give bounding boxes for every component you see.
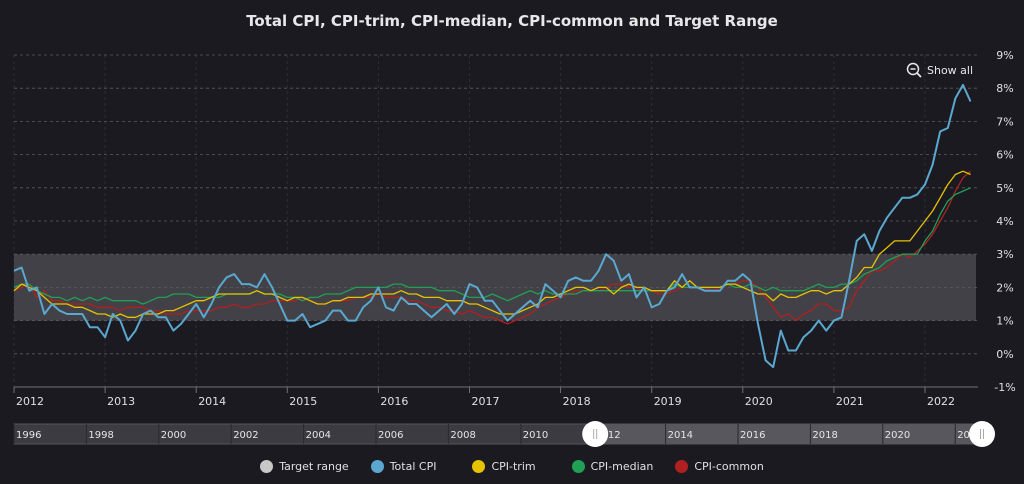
- y-tick-label: 1%: [996, 315, 1013, 328]
- y-tick-label: -1%: [994, 381, 1015, 394]
- legend-item-target-range[interactable]: Target range: [260, 460, 349, 473]
- series-line-cpi-trim: [13, 170, 971, 318]
- navigator-tick-label: 2014: [668, 430, 693, 441]
- legend-marker: [675, 460, 689, 473]
- x-tick-label: 2018: [563, 395, 591, 408]
- y-tick-label: 8%: [996, 82, 1013, 95]
- navigator-tick-label: 2010: [523, 430, 548, 441]
- legend-marker: [260, 460, 274, 473]
- navigator-right-handle[interactable]: [969, 421, 995, 447]
- y-tick-label: 2%: [996, 281, 1013, 294]
- x-tick-label: 2019: [654, 395, 682, 408]
- legend-item-cpi-common[interactable]: CPI-common: [675, 460, 764, 473]
- series-line-cpi-common: [13, 170, 971, 325]
- navigator-selection: [595, 424, 982, 444]
- navigator-tick-label: 2018: [812, 430, 837, 441]
- navigator-tick-label: 2008: [450, 430, 475, 441]
- y-tick-label: 7%: [996, 115, 1013, 128]
- x-tick-label: 2014: [198, 395, 226, 408]
- x-tick-label: 2022: [927, 395, 955, 408]
- navigator-tick-label: 2000: [161, 430, 186, 441]
- navigator-tick-label: 1998: [88, 430, 113, 441]
- legend-label: Total CPI: [389, 460, 437, 473]
- show-all-label: Show all: [927, 63, 974, 77]
- legend-label: CPI-trim: [491, 460, 536, 473]
- navigator-tick-label: 1996: [16, 430, 41, 441]
- show-all-button[interactable]: Show all: [906, 62, 973, 78]
- y-tick-label: 3%: [996, 248, 1013, 261]
- series-line-cpi-median: [13, 187, 971, 305]
- legend-marker: [571, 460, 585, 473]
- x-tick-label: 2017: [472, 395, 500, 408]
- series-line-total-cpi: [13, 83, 972, 369]
- y-tick-label: 4%: [996, 215, 1013, 228]
- x-tick-label: 2021: [836, 395, 864, 408]
- y-tick-label: 5%: [996, 182, 1013, 195]
- legend-item-total-cpi[interactable]: Total CPI: [370, 460, 437, 473]
- navigator-tick-label: 2016: [740, 430, 765, 441]
- legend: Target range Total CPI CPI-trim CPI-medi…: [0, 460, 1024, 473]
- x-tick-label: 2015: [289, 395, 317, 408]
- y-tick-label: 6%: [996, 149, 1013, 162]
- x-tick-label: 2013: [107, 395, 135, 408]
- y-tick-label: 9%: [996, 49, 1013, 62]
- x-tick-label: 2020: [745, 395, 773, 408]
- legend-marker: [472, 460, 486, 473]
- legend-item-cpi-median[interactable]: CPI-median: [571, 460, 654, 473]
- navigator-tick-label: 2002: [233, 430, 258, 441]
- y-tick-label: 0%: [996, 348, 1013, 361]
- legend-marker: [370, 460, 384, 473]
- navigator-tick-label: 2004: [306, 430, 331, 441]
- legend-item-cpi-trim[interactable]: CPI-trim: [472, 460, 536, 473]
- legend-label: CPI-median: [590, 460, 654, 473]
- navigator-left-handle[interactable]: [582, 421, 609, 447]
- navigator-tick-label: 2006: [378, 430, 403, 441]
- legend-label: Target range: [279, 460, 349, 473]
- chart-title: Total CPI, CPI-trim, CPI-median, CPI-com…: [246, 12, 778, 30]
- x-tick-label: 2016: [380, 395, 408, 408]
- zoom-out-icon: [906, 62, 922, 78]
- x-tick-label: 2012: [16, 395, 44, 408]
- legend-label: CPI-common: [694, 460, 764, 473]
- navigator-tick-label: 2020: [885, 430, 910, 441]
